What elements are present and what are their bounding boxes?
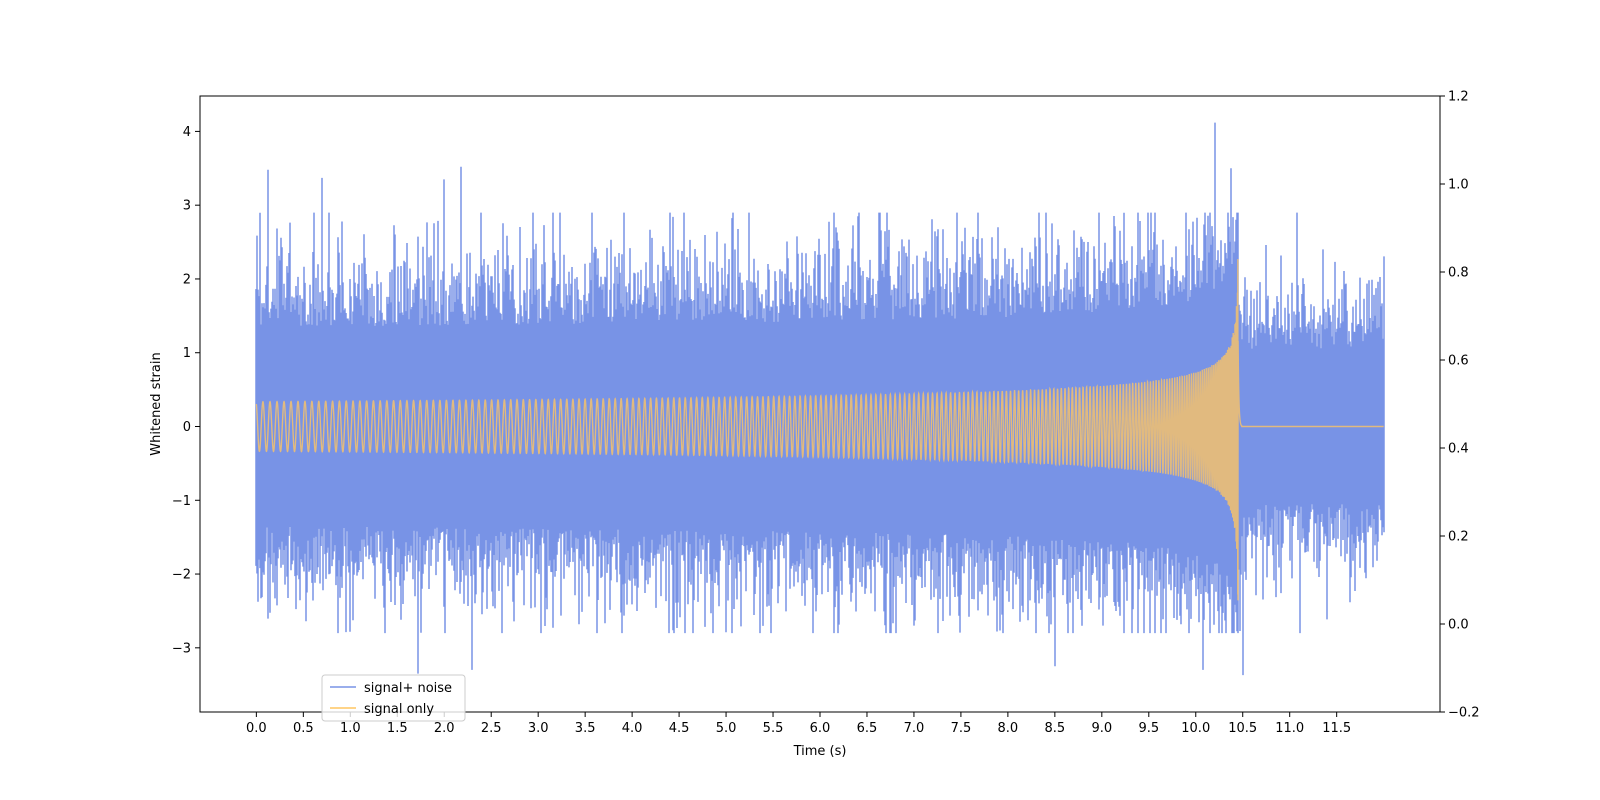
y2-tick-label: 1.0 — [1448, 178, 1469, 193]
y-tick-label: −3 — [172, 641, 191, 656]
x-tick-label: 7.0 — [904, 721, 925, 736]
y-tick-label: 4 — [183, 125, 191, 140]
x-tick-label: 11.5 — [1322, 721, 1351, 736]
x-tick-label: 11.0 — [1275, 721, 1304, 736]
legend: signal+ noise signal only — [321, 674, 466, 722]
y-tick-label: −1 — [172, 494, 191, 509]
x-tick-label: 6.0 — [810, 721, 831, 736]
series-layer — [255, 122, 1385, 676]
legend-box — [321, 674, 466, 722]
y2-tick-label: 0.8 — [1448, 266, 1469, 281]
y-axis-left: −3 −2 −1 0 1 2 3 4 — [172, 125, 200, 656]
legend-label-signal-only: signal only — [364, 702, 434, 717]
x-tick-label: 2.0 — [434, 721, 455, 736]
x-tick-label: 7.5 — [951, 721, 972, 736]
y2-tick-label: 0.6 — [1448, 354, 1469, 369]
y-tick-label: 3 — [183, 199, 191, 214]
x-tick-label: 6.5 — [857, 721, 878, 736]
x-tick-label: 3.0 — [528, 721, 549, 736]
x-tick-label: 2.5 — [481, 721, 502, 736]
y2-tick-label: 0.0 — [1448, 618, 1469, 633]
x-tick-label: 10.5 — [1228, 721, 1257, 736]
x-tick-label: 5.0 — [716, 721, 737, 736]
y-axis-label: Whitened strain — [149, 352, 164, 455]
x-tick-label: 3.5 — [575, 721, 596, 736]
x-tick-label: 8.0 — [998, 721, 1019, 736]
x-tick-label: 5.5 — [763, 721, 784, 736]
x-axis-label: Time (s) — [793, 744, 847, 759]
x-tick-label: 8.5 — [1045, 721, 1066, 736]
y-tick-label: 1 — [183, 346, 191, 361]
y-axis-right: −0.2 0.0 0.2 0.4 0.6 0.8 1.0 1.2 — [1440, 90, 1480, 721]
legend-label-signal-noise: signal+ noise — [364, 681, 452, 696]
x-tick-label: 1.0 — [340, 721, 361, 736]
y-tick-label: −2 — [172, 568, 191, 583]
series-signal-only — [255, 259, 1384, 601]
x-tick-label: 0.0 — [246, 721, 267, 736]
y2-tick-label: 1.2 — [1448, 90, 1469, 105]
x-tick-label: 1.5 — [387, 721, 408, 736]
x-tick-label: 9.5 — [1138, 721, 1159, 736]
y2-tick-label: 0.4 — [1448, 442, 1469, 457]
y2-tick-label: 0.2 — [1448, 530, 1469, 545]
x-tick-label: 4.5 — [669, 721, 690, 736]
y2-tick-label: −0.2 — [1448, 706, 1480, 721]
y-tick-label: 2 — [183, 272, 191, 287]
x-tick-label: 10.0 — [1181, 721, 1210, 736]
x-axis: 0.0 0.5 1.0 1.5 2.0 2.5 3.0 3.5 4.0 4.5 5.0 5.5 6.0 6… — [246, 712, 1351, 736]
x-tick-label: 4.0 — [622, 721, 643, 736]
x-tick-label: 9.0 — [1091, 721, 1112, 736]
y-tick-label: 0 — [183, 420, 191, 435]
x-tick-label: 0.5 — [293, 721, 314, 736]
